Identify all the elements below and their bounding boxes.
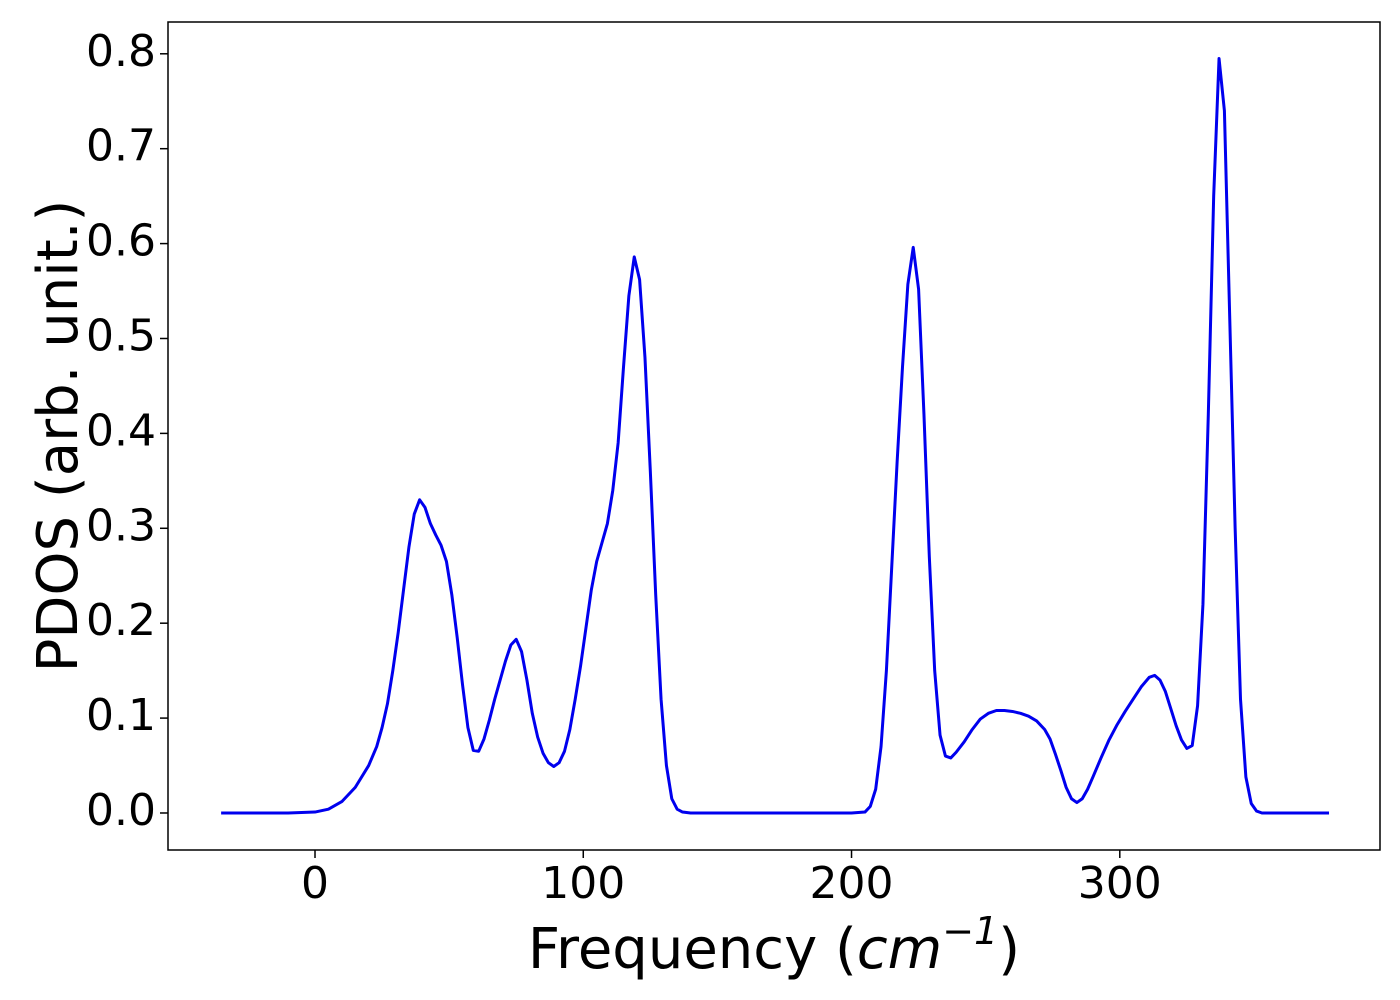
plot-frame bbox=[167, 21, 1381, 851]
y-tick-label: 0.1 bbox=[86, 690, 156, 741]
x-tick-label: 100 bbox=[541, 858, 625, 909]
y-tick-label: 0.5 bbox=[86, 310, 156, 361]
x-tick-label: 300 bbox=[1078, 858, 1162, 909]
y-tick-label: 0.7 bbox=[86, 121, 156, 172]
x-label-sup: −1 bbox=[942, 909, 998, 953]
x-label-text: ) bbox=[998, 917, 1020, 982]
x-tick-label: 200 bbox=[810, 858, 894, 909]
y-axis-label: PDOS (arb. unit.) bbox=[26, 200, 91, 673]
x-axis-label: Frequency (cm−1) bbox=[528, 909, 1020, 982]
data-line bbox=[221, 57, 1330, 815]
y-tick-label: 0.4 bbox=[86, 405, 156, 456]
y-tick-label: 0.8 bbox=[86, 26, 156, 77]
x-label-math: cm bbox=[857, 917, 942, 982]
x-label-text: Frequency ( bbox=[528, 917, 857, 982]
y-tick-label: 0.2 bbox=[86, 595, 156, 646]
x-tick-label: 0 bbox=[301, 858, 329, 909]
y-tick-label: 0.6 bbox=[86, 216, 156, 267]
y-tick-label: 0.3 bbox=[86, 500, 156, 551]
y-tick-label: 0.0 bbox=[86, 785, 156, 836]
